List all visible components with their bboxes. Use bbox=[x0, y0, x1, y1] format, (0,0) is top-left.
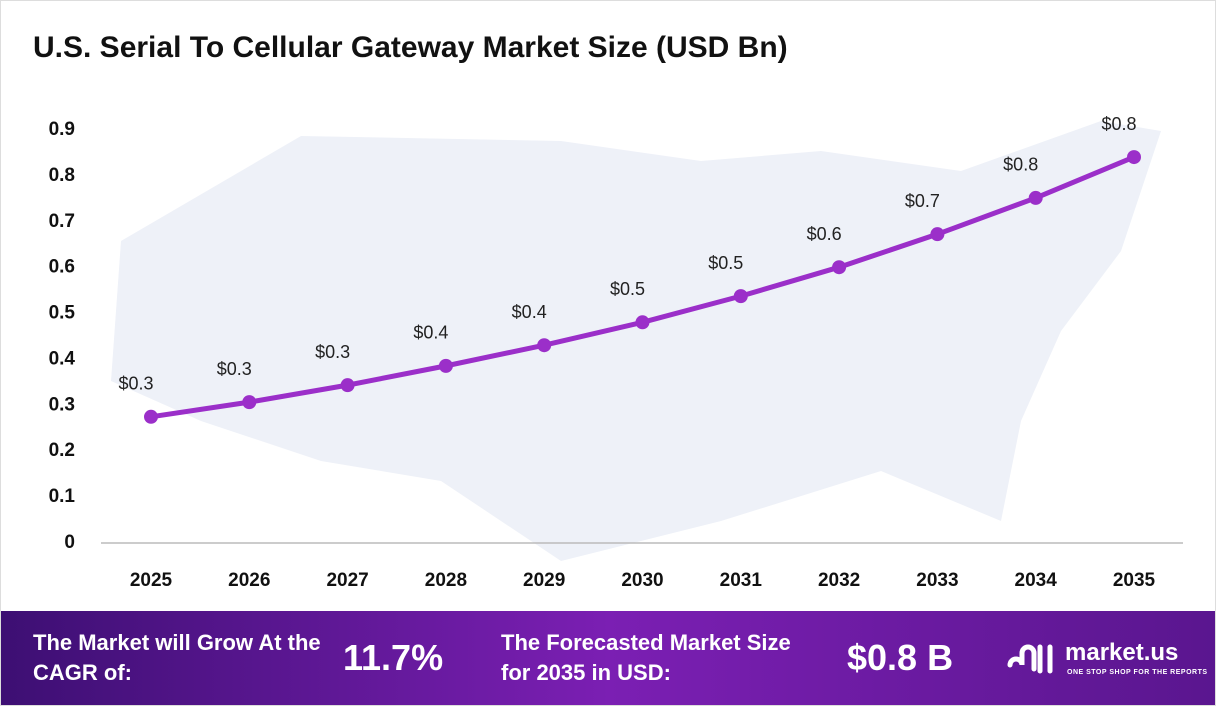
y-tick-label: 0.2 bbox=[49, 440, 75, 461]
tagline: ONE STOP SHOP FOR THE REPORTS bbox=[1067, 669, 1208, 676]
point bbox=[1028, 190, 1043, 205]
y-tick-label: 0.8 bbox=[49, 165, 75, 186]
value-label: $0.4 bbox=[512, 302, 547, 322]
x-tick-label: 2033 bbox=[916, 570, 958, 591]
y-tick-label: 0 bbox=[64, 532, 75, 553]
x-tick-label: 2028 bbox=[425, 570, 467, 591]
point bbox=[537, 338, 552, 353]
x-tick-label: 2026 bbox=[228, 570, 270, 591]
point bbox=[438, 358, 453, 373]
chart-title: U.S. Serial To Cellular Gateway Market S… bbox=[33, 31, 788, 64]
map-background bbox=[111, 121, 1161, 561]
x-tick-label: 2032 bbox=[818, 570, 860, 591]
value-label: $0.3 bbox=[315, 342, 350, 362]
value-label: $0.8 bbox=[1003, 155, 1038, 175]
value-label: $0.5 bbox=[610, 279, 645, 299]
chart: U.S. Serial To Cellular Gateway Market S… bbox=[33, 31, 1183, 591]
value-label: $0.4 bbox=[413, 323, 448, 343]
brand-logo bbox=[1007, 644, 1053, 674]
footer: The Market will Grow At the CAGR of: 11.… bbox=[1, 611, 1215, 705]
forecast-text: The Forecasted Market Size for 2035 in U… bbox=[501, 630, 791, 685]
point bbox=[733, 289, 748, 304]
value-label: $0.3 bbox=[217, 359, 252, 379]
point bbox=[930, 227, 945, 242]
y-tick-label: 0.4 bbox=[49, 348, 76, 369]
y-tick-label: 0.6 bbox=[49, 257, 75, 278]
x-tick-label: 2031 bbox=[720, 570, 763, 591]
x-tick-label: 2025 bbox=[130, 570, 173, 591]
brand: market.us bbox=[1065, 639, 1179, 666]
value-label: $0.5 bbox=[708, 253, 743, 273]
value-label: $0.6 bbox=[807, 224, 842, 244]
value-label: $0.3 bbox=[118, 374, 153, 394]
y-tick-label: 0.3 bbox=[49, 394, 75, 415]
point bbox=[242, 395, 257, 410]
x-tick-label: 2029 bbox=[523, 570, 565, 591]
x-tick-label: 2027 bbox=[326, 570, 368, 591]
y-tick-label: 0.1 bbox=[49, 486, 76, 507]
point bbox=[832, 260, 847, 275]
point bbox=[1127, 150, 1141, 165]
value-label: $0.8 bbox=[1101, 114, 1136, 134]
x-tick-label: 2030 bbox=[621, 570, 663, 591]
cagr-text: The Market will Grow At the CAGR of: bbox=[33, 630, 321, 685]
point bbox=[144, 409, 158, 424]
x-tick-label: 2035 bbox=[1113, 570, 1156, 591]
y-tick-label: 0.9 bbox=[49, 119, 75, 140]
y-tick-label: 0.7 bbox=[49, 211, 75, 232]
x-tick-label: 2034 bbox=[1015, 570, 1058, 591]
cagr-value: 11.7% bbox=[343, 637, 444, 678]
point bbox=[340, 378, 355, 393]
point bbox=[635, 315, 650, 330]
forecast-value: $0.8 B bbox=[847, 637, 954, 678]
value-label: $0.7 bbox=[905, 191, 940, 211]
y-tick-label: 0.5 bbox=[49, 303, 76, 324]
